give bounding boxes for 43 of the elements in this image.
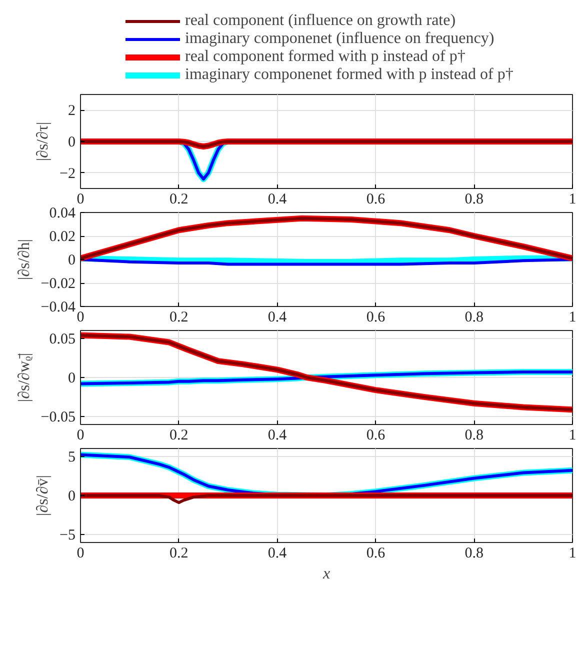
y-axis-title: |∂s/∂v̄|	[34, 475, 52, 516]
x-tick-label: 1	[568, 192, 576, 208]
x-tick-label: 0.4	[268, 192, 288, 208]
x-tick-label: 0.2	[170, 546, 188, 562]
y-tick-label: −0.05	[40, 410, 76, 426]
x-tick-label: 0.4	[268, 428, 288, 444]
y-tick-label: 5	[68, 449, 76, 466]
y-tick-label: 0	[68, 134, 76, 150]
x-tick-label: 0.8	[464, 428, 484, 444]
y-tick-label: −5	[60, 528, 76, 544]
x-tick-label: 1	[568, 546, 576, 562]
y-axis-title: |∂s/∂h|	[16, 239, 33, 280]
x-tick-label: 0.2	[170, 428, 188, 444]
y-tick-label: 0.02	[49, 229, 76, 245]
y-axis-title: |∂s/∂τ|	[34, 122, 52, 162]
y-axis-title: |∂s/∂wᵨ̄|	[16, 352, 33, 402]
y-tick-label: 0	[68, 252, 76, 268]
x-tick-label: 1	[568, 310, 576, 326]
x-tick-label: 0.6	[366, 546, 386, 562]
legend-label: imaginary componenet formed with p instead of p†	[185, 66, 514, 84]
y-tick-label: −0.02	[40, 276, 76, 292]
x-tick-label: 0.6	[366, 310, 386, 326]
x-tick-label: 0.8	[464, 192, 484, 208]
x-tick-label: 0.6	[366, 192, 386, 208]
legend-label: real component (influence on growth rate)	[185, 12, 456, 30]
legend-label: imaginary componenet (influence on frequency)	[185, 30, 494, 48]
y-tick-label: 0	[68, 488, 76, 504]
y-tick-label: 2	[68, 103, 76, 120]
legend-label: real component formed with p instead of p†	[185, 48, 466, 66]
x-tick-label: 0.4	[268, 546, 288, 562]
y-tick-label: −2	[60, 166, 76, 182]
x-axis-title: x	[322, 566, 330, 582]
x-tick-label: 1	[568, 428, 576, 444]
y-tick-label: 0	[68, 370, 76, 386]
x-tick-label: 0.8	[464, 310, 484, 326]
x-tick-label: 0.8	[464, 546, 484, 562]
x-tick-label: 0.2	[170, 310, 188, 326]
x-tick-label: 0.2	[170, 192, 188, 208]
y-tick-label: 0.04	[49, 206, 76, 222]
x-tick-label: 0.4	[268, 310, 288, 326]
y-tick-label: 0.05	[49, 331, 76, 348]
x-tick-label: 0.6	[366, 428, 386, 444]
y-tick-label: −0.04	[40, 300, 76, 316]
